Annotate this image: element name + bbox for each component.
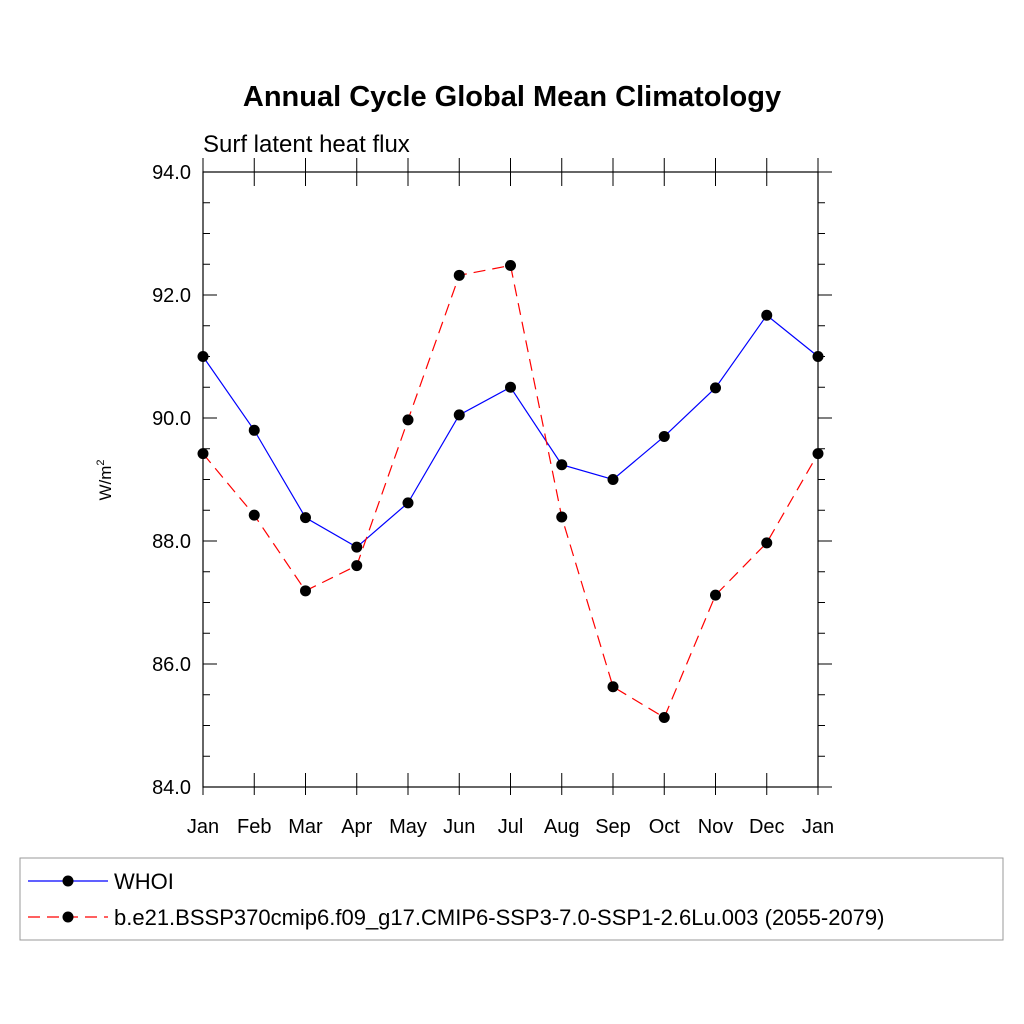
data-point-0 (351, 541, 363, 553)
data-point-1 (248, 509, 260, 521)
data-point-1 (351, 560, 363, 572)
chart-subtitle: Surf latent heat flux (203, 131, 410, 158)
data-point-0 (300, 512, 311, 524)
legend-label-model: b.e21.BSSP370cmip6.f09_g17.CMIP6-SSP3-7.… (114, 905, 884, 930)
data-point-1 (658, 712, 670, 724)
x-tick-label: Jul (498, 816, 524, 838)
data-point-0 (556, 459, 568, 471)
series-line-0 (202, 314, 819, 548)
x-tick-label: Jan (187, 816, 219, 838)
legend-label-whoi: WHOI (114, 869, 174, 894)
x-tick-label: Feb (237, 816, 271, 838)
series-layer (197, 259, 824, 724)
x-tick-label: Aug (544, 816, 580, 838)
data-point-1 (556, 511, 568, 523)
y-tick-label: 92.0 (152, 285, 191, 307)
data-point-0 (402, 497, 414, 509)
data-point-0 (453, 409, 465, 421)
y-axis-label: W/m2 (95, 459, 115, 500)
axes: Jan Feb Mar Apr May Jun Jul Aug Sep Oct Nov Dec Jan 8… (152, 158, 834, 838)
data-point-0 (710, 382, 721, 394)
data-point-0 (812, 351, 824, 362)
legend-entry-whoi: WHOI (28, 869, 174, 894)
data-point-0 (505, 381, 516, 393)
data-point-0 (658, 430, 670, 442)
data-point-1 (710, 589, 721, 601)
y-tick-label: 94.0 (152, 162, 191, 184)
data-point-1 (197, 448, 209, 460)
x-tick-label: Jan (802, 816, 834, 838)
legend-marker-model (62, 911, 74, 923)
x-tick-label: Nov (698, 816, 734, 838)
data-point-1 (812, 448, 824, 460)
y-tick-label: 86.0 (152, 654, 191, 676)
data-point-1 (402, 414, 414, 426)
x-tick-label: Dec (749, 816, 785, 838)
y-tick-label: 88.0 (152, 531, 191, 553)
series-line-1 (202, 264, 819, 719)
legend-marker-whoi (62, 875, 74, 887)
x-tick-label: Apr (341, 816, 372, 838)
chart-title: Annual Cycle Global Mean Climatology (243, 81, 781, 113)
data-point-1 (607, 681, 619, 693)
data-point-0 (607, 474, 619, 485)
x-tick-label: Sep (595, 816, 631, 838)
data-point-1 (300, 585, 311, 597)
legend-box (19, 857, 1004, 941)
x-tick-label: Mar (288, 816, 323, 838)
y-tick-label: 90.0 (152, 408, 191, 430)
data-point-0 (248, 424, 260, 436)
data-point-1 (761, 537, 773, 549)
x-tick-label: Oct (649, 816, 681, 838)
data-point-1 (453, 269, 465, 281)
data-point-1 (505, 259, 516, 271)
legend-entry-model: b.e21.BSSP370cmip6.f09_g17.CMIP6-SSP3-7.… (28, 905, 884, 930)
x-tick-label: Jun (443, 816, 475, 838)
x-tick-label: May (389, 816, 427, 838)
y-tick-label: 84.0 (152, 777, 191, 799)
data-point-0 (761, 309, 773, 321)
data-point-0 (197, 351, 209, 362)
